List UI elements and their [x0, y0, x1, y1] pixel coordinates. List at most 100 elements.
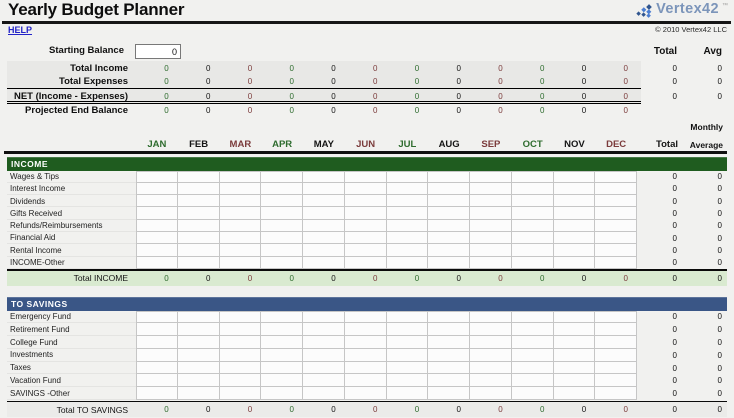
data-cell[interactable]: [177, 219, 220, 232]
data-cell[interactable]: [428, 182, 470, 196]
data-cell[interactable]: [428, 207, 470, 220]
data-cell[interactable]: [595, 182, 637, 196]
data-cell[interactable]: [344, 244, 387, 257]
data-cell[interactable]: [219, 387, 262, 401]
data-cell[interactable]: [261, 182, 303, 196]
data-cell[interactable]: [219, 374, 262, 388]
data-cell[interactable]: [261, 256, 303, 269]
data-cell[interactable]: [470, 207, 512, 220]
data-cell[interactable]: [386, 244, 429, 257]
data-cell[interactable]: [470, 219, 512, 232]
data-cell[interactable]: [511, 231, 554, 245]
data-cell[interactable]: [303, 207, 345, 220]
data-cell[interactable]: [511, 256, 554, 269]
data-cell[interactable]: [344, 231, 387, 245]
data-cell[interactable]: [553, 207, 596, 220]
data-cell[interactable]: [177, 387, 220, 401]
data-cell[interactable]: [177, 182, 220, 196]
data-cell[interactable]: [595, 170, 637, 183]
data-cell[interactable]: [136, 387, 178, 401]
data-cell[interactable]: [261, 310, 303, 324]
data-cell[interactable]: [303, 336, 345, 349]
data-cell[interactable]: [511, 207, 554, 220]
data-cell[interactable]: [136, 231, 178, 245]
data-cell[interactable]: [470, 170, 512, 183]
data-cell[interactable]: [177, 244, 220, 257]
data-cell[interactable]: [511, 182, 554, 196]
data-cell[interactable]: [595, 387, 637, 401]
data-cell[interactable]: [428, 244, 470, 257]
data-cell[interactable]: [219, 207, 262, 220]
data-cell[interactable]: [428, 170, 470, 183]
data-cell[interactable]: [595, 219, 637, 232]
data-cell[interactable]: [428, 374, 470, 388]
data-cell[interactable]: [219, 170, 262, 183]
data-cell[interactable]: [386, 182, 429, 196]
data-cell[interactable]: [470, 310, 512, 324]
data-cell[interactable]: [219, 231, 262, 245]
data-cell[interactable]: [344, 170, 387, 183]
data-cell[interactable]: [470, 323, 512, 337]
data-cell[interactable]: [470, 361, 512, 375]
data-cell[interactable]: [136, 348, 178, 362]
data-cell[interactable]: [261, 231, 303, 245]
data-cell[interactable]: [177, 348, 220, 362]
data-cell[interactable]: [511, 348, 554, 362]
data-cell[interactable]: [344, 219, 387, 232]
data-cell[interactable]: [344, 182, 387, 196]
data-cell[interactable]: [261, 323, 303, 337]
data-cell[interactable]: [595, 323, 637, 337]
data-cell[interactable]: [386, 256, 429, 269]
data-cell[interactable]: [595, 195, 637, 208]
data-cell[interactable]: [303, 231, 345, 245]
data-cell[interactable]: [428, 361, 470, 375]
data-cell[interactable]: [553, 182, 596, 196]
data-cell[interactable]: [428, 387, 470, 401]
data-cell[interactable]: [386, 387, 429, 401]
data-cell[interactable]: [553, 323, 596, 337]
data-cell[interactable]: [470, 244, 512, 257]
data-cell[interactable]: [261, 170, 303, 183]
data-cell[interactable]: [261, 361, 303, 375]
data-cell[interactable]: [511, 170, 554, 183]
data-cell[interactable]: [177, 361, 220, 375]
data-cell[interactable]: [219, 323, 262, 337]
data-cell[interactable]: [261, 387, 303, 401]
data-cell[interactable]: [386, 195, 429, 208]
data-cell[interactable]: [470, 336, 512, 349]
data-cell[interactable]: [428, 231, 470, 245]
data-cell[interactable]: [428, 219, 470, 232]
data-cell[interactable]: [386, 219, 429, 232]
data-cell[interactable]: [136, 170, 178, 183]
data-cell[interactable]: [261, 336, 303, 349]
data-cell[interactable]: [344, 374, 387, 388]
data-cell[interactable]: [136, 244, 178, 257]
data-cell[interactable]: [595, 348, 637, 362]
data-cell[interactable]: [595, 361, 637, 375]
data-cell[interactable]: [136, 374, 178, 388]
data-cell[interactable]: [386, 231, 429, 245]
data-cell[interactable]: [595, 231, 637, 245]
data-cell[interactable]: [511, 361, 554, 375]
data-cell[interactable]: [177, 170, 220, 183]
data-cell[interactable]: [136, 195, 178, 208]
data-cell[interactable]: [511, 195, 554, 208]
data-cell[interactable]: [136, 361, 178, 375]
data-cell[interactable]: [303, 348, 345, 362]
data-cell[interactable]: [303, 182, 345, 196]
data-cell[interactable]: [595, 207, 637, 220]
data-cell[interactable]: [553, 219, 596, 232]
data-cell[interactable]: [219, 182, 262, 196]
data-cell[interactable]: [219, 348, 262, 362]
data-cell[interactable]: [595, 310, 637, 324]
data-cell[interactable]: [553, 231, 596, 245]
data-cell[interactable]: [177, 195, 220, 208]
data-cell[interactable]: [553, 310, 596, 324]
data-cell[interactable]: [136, 182, 178, 196]
data-cell[interactable]: [219, 361, 262, 375]
data-cell[interactable]: [511, 219, 554, 232]
data-cell[interactable]: [177, 231, 220, 245]
data-cell[interactable]: [219, 310, 262, 324]
data-cell[interactable]: [303, 170, 345, 183]
data-cell[interactable]: [511, 323, 554, 337]
